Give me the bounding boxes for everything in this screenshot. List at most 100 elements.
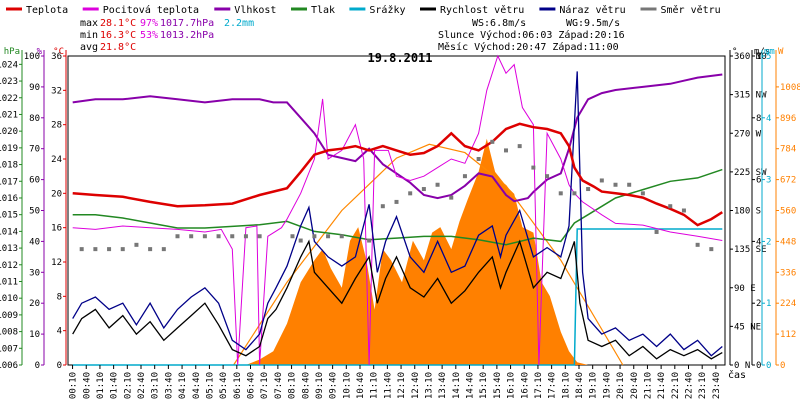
series-rain — [72, 228, 723, 366]
axis-tick-label-W-2: 224 — [780, 299, 796, 309]
wind-dir-point-38 — [627, 182, 632, 187]
stat-sun: Slunce Východ:06:03 Západ:20:16 — [438, 29, 625, 41]
axis-tick-label-pct-0: 0 — [35, 361, 40, 371]
axis-tick-label-W-5: 560 — [780, 207, 796, 217]
wind-dir-point-42 — [681, 208, 686, 213]
x-tick-label-33: 16:40 — [520, 372, 530, 399]
x-tick-label-14: 07:10 — [260, 372, 270, 399]
x-tick-label-32: 16:10 — [507, 372, 517, 399]
axis-tick-label-pct-10: 100 — [24, 52, 40, 62]
axis-tick-label-hPa-11: 1017 — [0, 177, 18, 187]
axes: 00:10 00:40 01:10 01:40 02:10 02:40 03:10 03:40… — [0, 47, 800, 399]
series-pressure — [72, 168, 723, 246]
stat-min-label: min — [80, 30, 98, 41]
x-tick-label-37: 18:40 — [575, 372, 585, 399]
axis-tick-label-pct-2: 20 — [29, 299, 40, 309]
wind-dir-point-32 — [545, 174, 550, 179]
stats-block: max 28.1°C 97% 1017.7hPa 2.2mm min 16.3°… — [80, 18, 625, 53]
wind-dir-point-27 — [476, 157, 481, 161]
wind-dir-point-5 — [148, 247, 153, 252]
wind-dir-point-4 — [134, 242, 139, 247]
x-tick-label-34: 17:10 — [534, 372, 544, 399]
axis-title-pct: % — [37, 47, 43, 57]
axis-tick-label-degC-7: 28 — [51, 121, 62, 131]
x-tick-label-35: 17:40 — [548, 372, 558, 399]
wind-dir-point-7 — [175, 234, 180, 239]
x-tick-label-45: 22:40 — [685, 372, 695, 399]
stat-wind-gust: WG:9.5m/s — [566, 18, 620, 29]
x-tick-label-12: 06:10 — [233, 372, 243, 399]
x-tick-label-39: 19:40 — [602, 372, 612, 399]
x-tick-label-23: 11:40 — [383, 372, 393, 399]
stat-max-hum: 97% — [140, 18, 158, 29]
series-wind-gust — [72, 71, 723, 357]
wind-dir-point-1 — [93, 247, 98, 252]
axis-tick-label-mm-2: 2 — [766, 237, 771, 247]
x-tick-label-8: 04:10 — [178, 372, 188, 399]
wind-dir-point-20 — [380, 204, 385, 209]
wind-dir-point-11 — [230, 234, 235, 239]
x-tick-label-44: 22:10 — [671, 372, 681, 399]
x-tick-label-5: 02:40 — [137, 372, 147, 399]
axis-title-hPa: hPa — [4, 47, 20, 57]
axis-tick-label-mm-0: 0 — [766, 361, 771, 371]
axis-tick-label-degC-9: 36 — [51, 52, 62, 62]
x-tick-label-29: 14:40 — [466, 372, 476, 399]
axis-tick-label-deg-0: 0 N — [734, 361, 750, 371]
series-sun-path — [233, 143, 624, 366]
series-humidity — [72, 73, 723, 203]
wind-dir-point-31 — [531, 165, 536, 170]
axis-tick-label-hPa-7: 1013 — [0, 244, 18, 254]
wind-dir-point-9 — [202, 234, 207, 239]
stat-avg-label: avg — [80, 42, 98, 53]
axis-tick-label-pct-8: 80 — [29, 114, 40, 124]
axis-tick-label-deg-8: 360 N — [734, 52, 761, 62]
axis-tick-label-ms-4: 8 — [756, 114, 761, 124]
wind-dir-point-23 — [421, 187, 426, 192]
x-tick-label-24: 12:10 — [397, 372, 407, 399]
axis-tick-label-pct-9: 90 — [29, 83, 40, 93]
wind-dir-point-19 — [367, 238, 372, 243]
wind-dir-point-17 — [326, 234, 331, 239]
axis-tick-label-degC-3: 12 — [51, 258, 62, 268]
wind-dir-point-15 — [298, 238, 303, 243]
x-tick-label-26: 13:10 — [424, 372, 434, 399]
axis-title-W: W — [778, 47, 784, 57]
axis-tick-label-mm-3: 3 — [766, 176, 771, 186]
axis-tick-label-deg-1: 45 NE — [734, 322, 761, 332]
x-tick-label-30: 15:10 — [479, 372, 489, 399]
axis-tick-label-ms-3: 6 — [756, 176, 761, 186]
legend-label-0: Teplota — [26, 5, 68, 16]
series-solar-area — [72, 138, 723, 365]
wind-dir-point-0 — [79, 247, 84, 252]
wind-dir-point-39 — [640, 191, 645, 196]
legend: Teplota Pocitová teplota Vlhkost Tlak Srážky… — [6, 4, 721, 16]
series-feels-like — [72, 54, 723, 366]
legend-label-7: Směr větru — [661, 4, 721, 16]
axis-tick-label-pct-4: 40 — [29, 237, 40, 247]
wind-dir-point-41 — [668, 204, 673, 209]
x-tick-label-19: 09:40 — [329, 372, 339, 399]
axis-tick-label-deg-2: 90 E — [734, 284, 756, 294]
axis-tick-label-pct-7: 70 — [29, 145, 40, 155]
axis-tick-label-deg-6: 270 W — [734, 129, 762, 139]
x-tick-label-36: 18:10 — [561, 372, 571, 399]
wind-dir-point-8 — [189, 234, 194, 239]
stat-wind-speed: WS:6.8m/s — [472, 18, 526, 29]
wind-dir-point-35 — [586, 187, 591, 192]
x-tick-label-28: 14:10 — [452, 372, 462, 399]
chart-title: 19.8.2011 — [367, 51, 432, 65]
stat-max-press: 1017.7hPa — [160, 18, 214, 29]
wind-dir-point-33 — [558, 191, 563, 196]
x-tick-label-17: 08:40 — [301, 372, 311, 399]
series-wind-speed — [72, 239, 723, 360]
legend-label-2: Vlhkost — [234, 5, 276, 16]
legend-label-6: Náraz větru — [559, 4, 625, 16]
